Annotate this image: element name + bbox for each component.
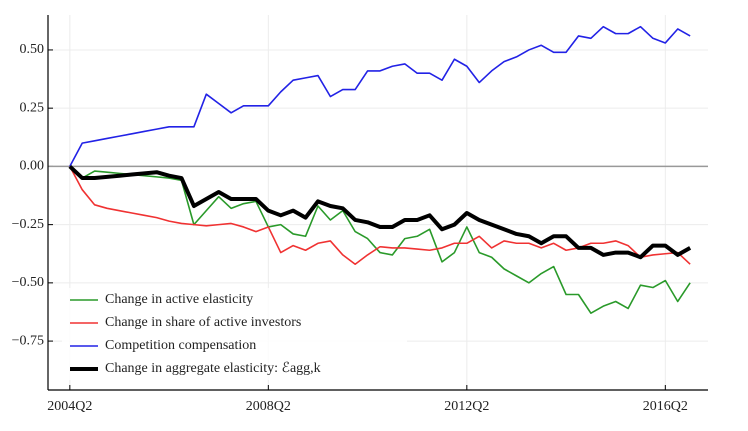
series-line xyxy=(69,165,691,314)
x-tick-label: 2008Q2 xyxy=(246,399,291,414)
legend-label: Change in active elasticity xyxy=(105,292,253,307)
x-tick-label: 2012Q2 xyxy=(444,399,489,414)
x-tick-label: 2016Q2 xyxy=(643,399,688,414)
y-tick-label: −0.50 xyxy=(12,275,44,290)
series-line xyxy=(68,164,692,260)
legend-label: Change in share of active investors xyxy=(105,315,301,330)
y-tick-label: 0.25 xyxy=(20,100,45,115)
legend-label: Competition compensation xyxy=(105,338,256,353)
y-tick-label: 0.00 xyxy=(20,159,45,174)
legend-label: Change in aggregate elasticity: ℰagg,k xyxy=(105,361,321,376)
x-tick-label: 2004Q2 xyxy=(47,399,92,414)
legend-box xyxy=(62,288,407,380)
series-line xyxy=(69,25,691,167)
series-line xyxy=(69,166,691,266)
y-tick-label: −0.25 xyxy=(12,217,44,232)
y-tick-label: 0.50 xyxy=(20,42,45,57)
y-tick-label: −0.75 xyxy=(12,333,44,348)
